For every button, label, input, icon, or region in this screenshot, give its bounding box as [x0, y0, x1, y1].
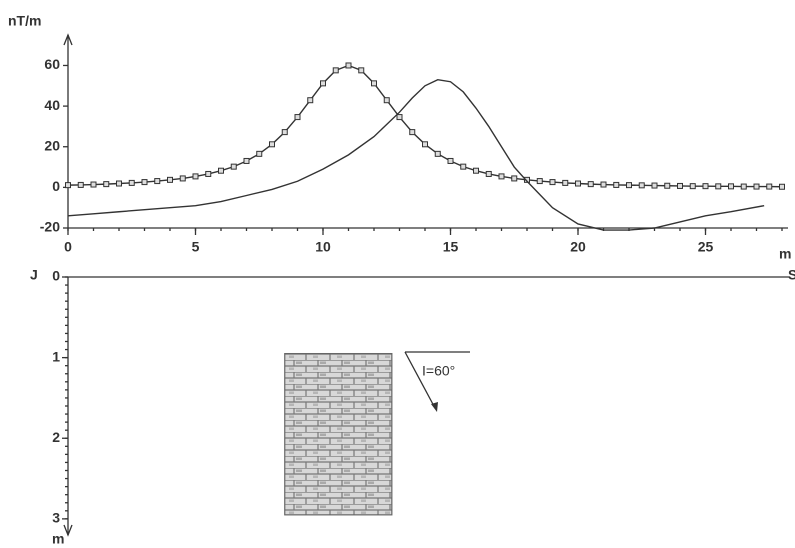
- x-tick-label: 15: [443, 239, 459, 255]
- marker: [179, 175, 186, 182]
- marker: [473, 167, 479, 174]
- marker: [728, 183, 734, 190]
- y-tick-label: 0: [52, 178, 60, 194]
- marker: [613, 181, 620, 188]
- marker: [409, 129, 416, 136]
- marker: [422, 141, 428, 148]
- x-tick-label: 25: [698, 239, 714, 255]
- marker: [587, 181, 594, 188]
- right-label: S: [788, 267, 795, 283]
- marker: [294, 114, 301, 121]
- marker: [524, 176, 530, 183]
- marker: [281, 129, 288, 136]
- marker: [167, 176, 173, 183]
- marker: [460, 163, 467, 170]
- source-body: [284, 352, 393, 516]
- marker: [345, 62, 352, 69]
- marker: [562, 179, 569, 186]
- marker: [77, 181, 84, 188]
- marker: [128, 179, 135, 186]
- arrow-head: [431, 402, 438, 412]
- y-tick-label: 40: [44, 97, 60, 113]
- marker: [383, 97, 390, 104]
- marker: [307, 97, 314, 104]
- x-tick-label: 0: [64, 239, 72, 255]
- marker: [256, 150, 263, 157]
- marker: [447, 157, 454, 164]
- depth-tick-label: 3: [52, 510, 60, 526]
- y-tick-label: 20: [44, 137, 60, 153]
- x-tick-label: 5: [192, 239, 200, 255]
- marker: [498, 173, 505, 180]
- marker: [434, 150, 441, 157]
- marker: [192, 173, 199, 180]
- marker: [753, 183, 760, 190]
- marker: [269, 141, 275, 148]
- y-axis-label: nT/m: [8, 13, 41, 29]
- marker: [90, 181, 97, 188]
- marker: [218, 167, 224, 174]
- depth-tick-label: 2: [52, 429, 60, 445]
- marker: [141, 179, 148, 186]
- marker: [320, 80, 326, 87]
- left-label: J: [30, 267, 38, 283]
- marker: [600, 181, 607, 188]
- marker: [485, 170, 492, 177]
- x-axis-label: m: [779, 246, 791, 262]
- annotation: I=60°: [422, 363, 455, 379]
- marker: [702, 183, 709, 190]
- y-tick-label: 60: [44, 56, 60, 72]
- marker: [154, 178, 161, 185]
- marker: [549, 179, 556, 186]
- marker: [626, 182, 632, 189]
- depth-axis-label: m: [52, 531, 64, 547]
- marker: [779, 183, 785, 190]
- marker: [536, 178, 543, 185]
- inclination-arrow: [404, 351, 470, 409]
- marker: [230, 163, 237, 170]
- marker: [689, 183, 696, 190]
- depth-tick-label: 0: [52, 268, 60, 284]
- marker: [664, 182, 671, 189]
- marker: [332, 67, 339, 74]
- marker: [651, 182, 658, 189]
- marker: [575, 180, 581, 187]
- marker: [371, 80, 377, 87]
- depth-axis-arrow: [63, 524, 73, 537]
- series-line: [67, 64, 783, 188]
- marker: [116, 180, 122, 187]
- marker: [243, 157, 250, 164]
- marker: [511, 175, 518, 182]
- marker: [677, 182, 683, 189]
- marker: [766, 183, 773, 190]
- marker: [638, 182, 645, 189]
- marker: [65, 182, 71, 189]
- y-tick-label: -20: [40, 219, 60, 235]
- marker: [103, 181, 110, 188]
- x-tick-label: 20: [570, 239, 586, 255]
- series-line: [67, 78, 765, 231]
- depth-tick-label: 1: [52, 348, 60, 364]
- marker: [740, 183, 747, 190]
- marker: [715, 183, 722, 190]
- marker: [396, 114, 403, 121]
- x-tick-label: 10: [315, 239, 331, 255]
- y-axis-arrow: [63, 33, 73, 46]
- marker: [358, 67, 365, 74]
- marker: [205, 170, 212, 177]
